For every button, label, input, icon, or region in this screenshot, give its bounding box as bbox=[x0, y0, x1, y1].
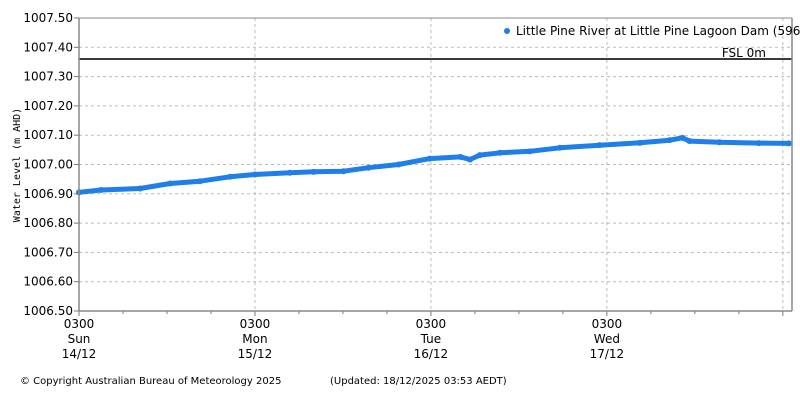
y-tick-label: 1007.00 bbox=[23, 158, 73, 172]
x-tick-label-day: Tue bbox=[420, 332, 442, 346]
data-point bbox=[636, 139, 643, 146]
y-tick-label: 1007.20 bbox=[23, 99, 73, 113]
data-point bbox=[251, 171, 258, 178]
copyright: © Copyright Australian Bureau of Meteoro… bbox=[20, 376, 281, 387]
data-point bbox=[596, 142, 603, 149]
data-point bbox=[97, 186, 104, 193]
y-tick-label: 1006.50 bbox=[23, 304, 73, 318]
legend-marker bbox=[504, 28, 510, 34]
data-point bbox=[686, 138, 693, 145]
x-tick-label-date: 14/12 bbox=[62, 347, 97, 361]
x-tick-label-date: 15/12 bbox=[238, 347, 273, 361]
x-tick-label-hour: 0300 bbox=[64, 317, 95, 331]
grid bbox=[79, 17, 792, 311]
y-tick-label: 1007.10 bbox=[23, 128, 73, 142]
data-point bbox=[395, 161, 402, 168]
data-point bbox=[286, 169, 293, 176]
y-tick-label: 1006.90 bbox=[23, 187, 73, 201]
data-point bbox=[457, 153, 464, 160]
fsl-reference: FSL 0m bbox=[79, 46, 792, 61]
data-point bbox=[467, 156, 474, 163]
y-tick-label: 1006.60 bbox=[23, 275, 73, 289]
x-tick-label-hour: 0300 bbox=[592, 317, 623, 331]
data-point bbox=[167, 180, 174, 187]
x-tick-label-date: 16/12 bbox=[414, 347, 449, 361]
data-point bbox=[756, 140, 763, 147]
data-point bbox=[137, 185, 144, 192]
x-tick-label-day: Wed bbox=[594, 332, 620, 346]
x-tick-label-day: Sun bbox=[68, 332, 91, 346]
legend-label: Little Pine River at Little Pine Lagoon … bbox=[516, 24, 800, 38]
x-tick-label-hour: 0300 bbox=[240, 317, 271, 331]
y-tick-label: 1007.30 bbox=[23, 70, 73, 84]
x-tick-labels: 0300Sun14/120300Mon15/120300Tue16/120300… bbox=[62, 317, 624, 361]
series-trace bbox=[76, 135, 792, 195]
fsl-label: FSL 0m bbox=[722, 46, 766, 60]
x-tick-label-day: Mon bbox=[242, 332, 267, 346]
y-tick-label: 1006.80 bbox=[23, 216, 73, 230]
data-point bbox=[310, 168, 317, 175]
legend: Little Pine River at Little Pine Lagoon … bbox=[504, 24, 800, 38]
series-596080 bbox=[76, 134, 792, 196]
data-point bbox=[340, 168, 347, 175]
data-point bbox=[679, 134, 686, 141]
data-point bbox=[716, 139, 723, 146]
data-point bbox=[226, 173, 233, 180]
data-point bbox=[556, 144, 563, 151]
x-tick-label-hour: 0300 bbox=[416, 317, 447, 331]
x-tick-label-date: 17/12 bbox=[590, 347, 625, 361]
axes bbox=[74, 17, 793, 316]
data-point bbox=[365, 164, 372, 171]
y-tick-label: 1006.70 bbox=[23, 245, 73, 259]
data-point bbox=[666, 137, 673, 144]
y-tick-label: 1007.50 bbox=[23, 11, 73, 25]
y-axis-label: Water Level (m AHD) bbox=[12, 108, 23, 222]
data-point bbox=[476, 152, 483, 159]
data-point bbox=[785, 140, 792, 147]
data-point bbox=[196, 178, 203, 185]
data-point bbox=[496, 149, 503, 156]
y-tick-labels: 1006.50 1006.60 1006.70 1006.80 1006.90 1007.… bbox=[23, 11, 73, 318]
data-point bbox=[426, 155, 433, 162]
y-tick-label: 1007.40 bbox=[23, 40, 73, 54]
updated-timestamp: (Updated: 18/12/2025 03:53 AEDT) bbox=[330, 376, 507, 387]
data-point bbox=[526, 148, 533, 155]
